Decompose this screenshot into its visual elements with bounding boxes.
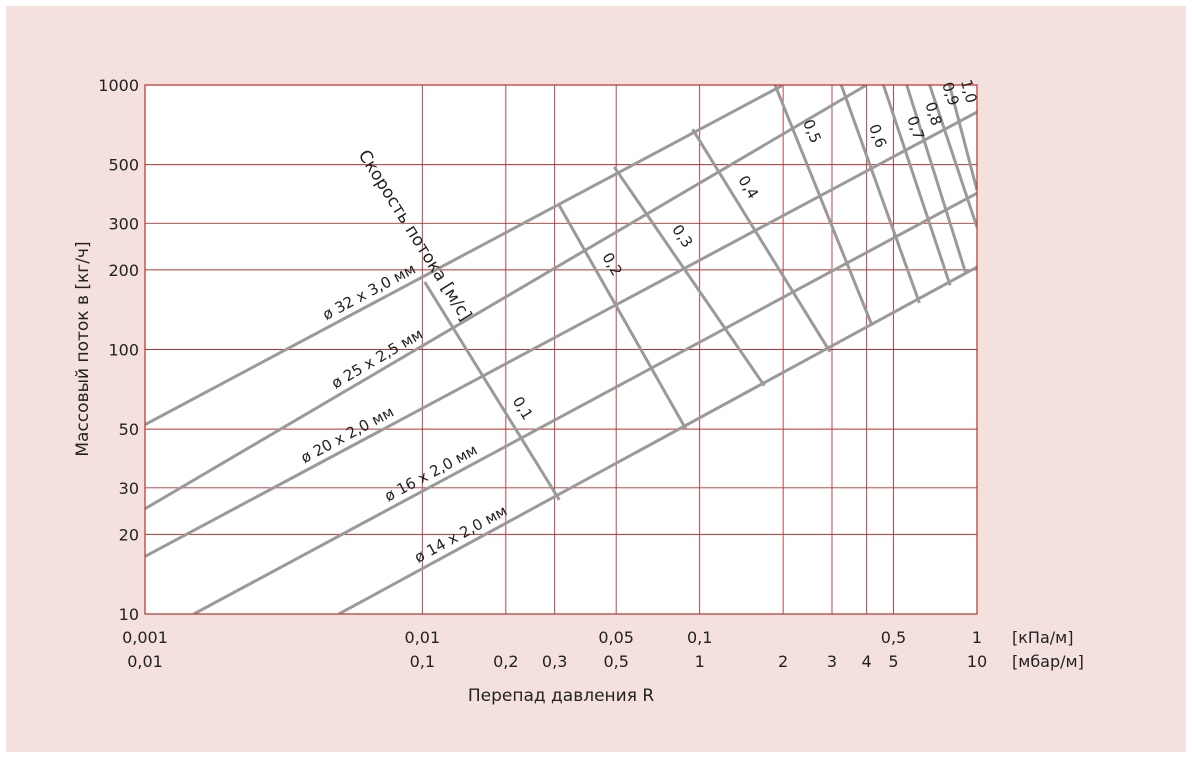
velocity-label: 1,0 bbox=[957, 77, 980, 105]
x-tick-label-mbar: 0,1 bbox=[410, 652, 435, 671]
velocity-line bbox=[558, 204, 688, 430]
x-tick-label-kpa: 0,1 bbox=[687, 628, 712, 647]
velocity-line bbox=[948, 85, 977, 191]
y-tick-label: 20 bbox=[119, 525, 139, 544]
pipe-line bbox=[145, 85, 784, 426]
y-tick-label: 200 bbox=[108, 261, 139, 280]
series-lines bbox=[145, 85, 977, 614]
x-tick-label-kpa: 0,5 bbox=[881, 628, 906, 647]
y-axis-label: Массовый поток в [кг/ч] bbox=[73, 241, 93, 456]
velocity-line bbox=[773, 85, 873, 325]
velocity-line bbox=[613, 166, 766, 387]
velocity-line bbox=[882, 85, 952, 286]
x-tick-label-mbar: 0,3 bbox=[542, 652, 567, 671]
velocity-line bbox=[928, 85, 977, 228]
x-tick-label-mbar: 5 bbox=[888, 652, 898, 671]
pressure-drop-chart: ø 32 x 3,0 ммø 25 x 2,5 ммø 20 x 2,0 ммø… bbox=[73, 76, 1084, 706]
y-tick-label: 1000 bbox=[98, 76, 139, 95]
velocity-line bbox=[691, 128, 832, 353]
grid-lines bbox=[144, 84, 978, 615]
x-tick-label-kpa: 0,001 bbox=[122, 628, 168, 647]
x-tick-label-mbar: 0,01 bbox=[127, 652, 163, 671]
x-tick-label-kpa: 0,01 bbox=[405, 628, 441, 647]
velocity-line bbox=[423, 281, 561, 501]
x-tick-label-mbar: 0,5 bbox=[603, 652, 628, 671]
y-tick-label: 300 bbox=[108, 214, 139, 233]
y-tick-label: 10 bbox=[119, 605, 139, 624]
x-unit-mbar: [мбар/м] bbox=[1012, 652, 1084, 671]
y-tick-label: 30 bbox=[119, 479, 139, 498]
velocity-line bbox=[905, 85, 968, 274]
x-tick-label-mbar: 1 bbox=[695, 652, 705, 671]
pipe-line bbox=[338, 265, 977, 614]
x-tick-label-kpa: 0,05 bbox=[598, 628, 634, 647]
chart-panel: ø 32 x 3,0 мм ø 25 x 2,5 мм ø 20 x 2,0 мм ø… bbox=[6, 6, 1186, 752]
velocity-line bbox=[839, 85, 921, 304]
axis-ticks: 10 20 30 50 100 200 300 500 1000 0,001 0,01 0,01 0,1… bbox=[98, 76, 987, 671]
y-tick-label: 500 bbox=[108, 156, 139, 175]
pipe-line bbox=[145, 85, 868, 511]
y-tick-label: 50 bbox=[119, 420, 139, 439]
x-unit-kpa: [кПа/м] bbox=[1012, 628, 1073, 647]
x-tick-label-mbar: 0,2 bbox=[493, 652, 518, 671]
plot-frame bbox=[144, 84, 978, 615]
x-tick-label-mbar: 10 bbox=[967, 652, 987, 671]
pipe-line bbox=[145, 110, 977, 558]
x-tick-label-kpa: 1 bbox=[972, 628, 982, 647]
y-tick-label: 100 bbox=[108, 341, 139, 360]
x-tick-label-mbar: 4 bbox=[862, 652, 872, 671]
x-tick-label-mbar: 3 bbox=[827, 652, 837, 671]
x-axis-label: Перепад давления R bbox=[468, 686, 654, 706]
x-tick-label-mbar: 2 bbox=[778, 652, 788, 671]
